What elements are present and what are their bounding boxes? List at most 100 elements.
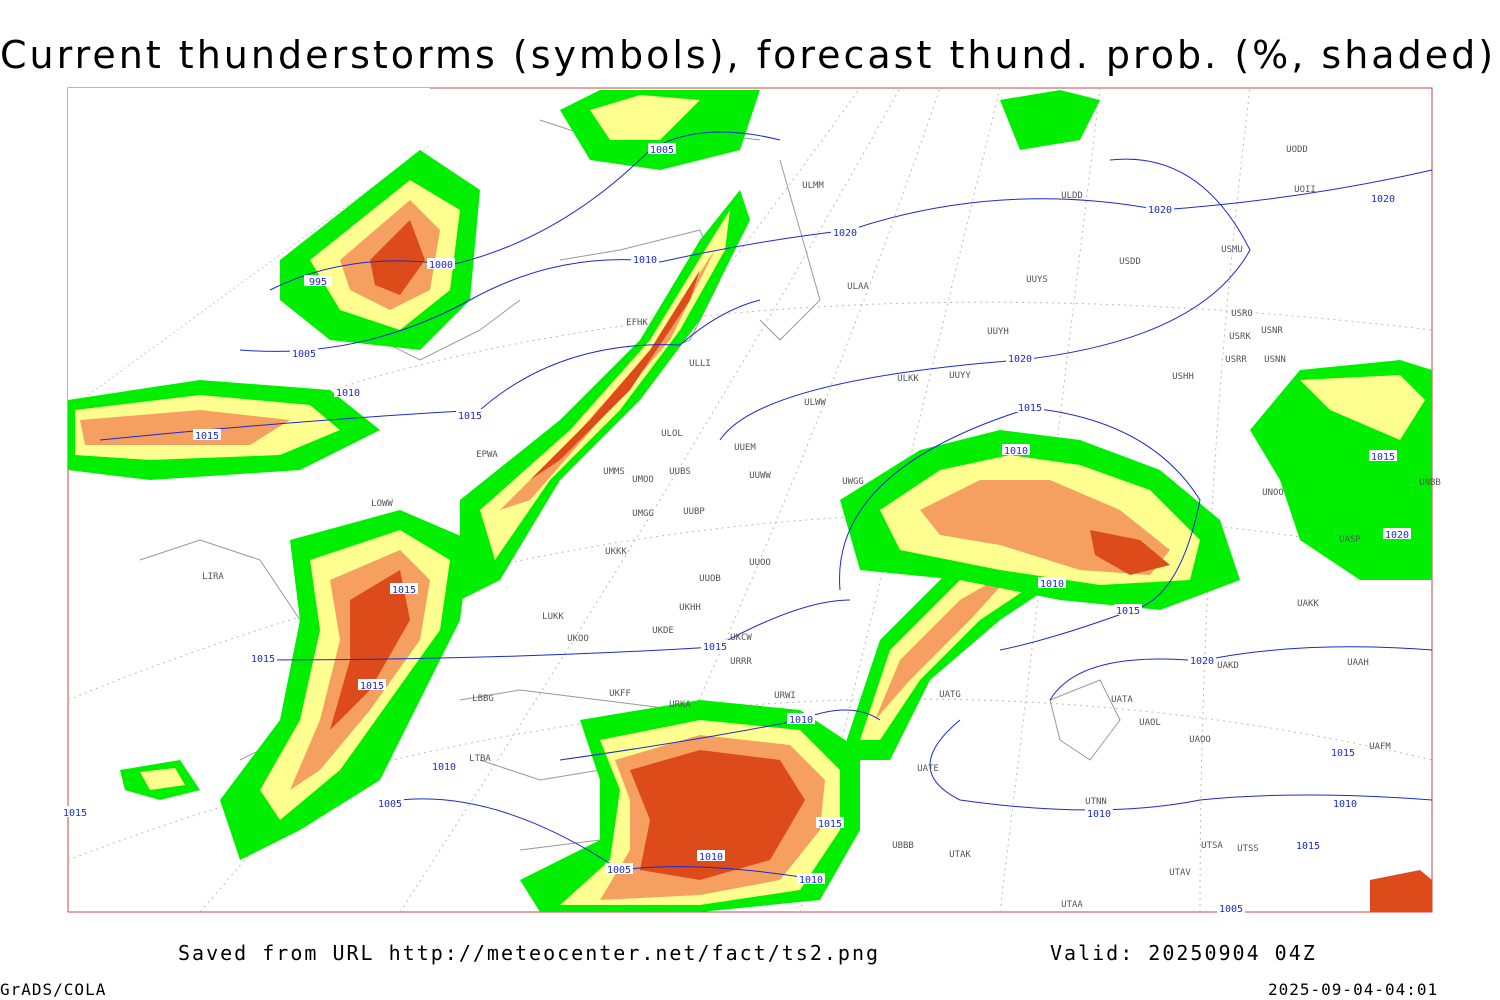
isobar-label: 1020 <box>833 228 857 239</box>
isobar-label: 1010 <box>789 715 813 726</box>
station-label: EPWA <box>476 450 498 460</box>
isobar-label: 1015 <box>818 819 842 830</box>
timestamp: 2025-09-04-04:01 <box>1268 980 1438 999</box>
isobar-label-bg <box>1188 654 1216 665</box>
station-label: ULOL <box>661 429 683 439</box>
isobar-label: 1020 <box>1371 194 1395 205</box>
software: GrADS/COLA <box>0 980 106 999</box>
isobar-label-bg <box>631 253 659 264</box>
isobar-label-bg <box>376 797 404 808</box>
isobar-label-bg <box>249 652 277 663</box>
isobar-label: 1015 <box>1296 841 1320 852</box>
station-label: UTNN <box>1085 797 1107 807</box>
station-label: URRR <box>730 657 752 667</box>
station-label: UMOO <box>632 475 654 485</box>
station-label: UTSS <box>1237 844 1259 854</box>
station-label: ULDD <box>1061 191 1083 201</box>
saved-url: Saved from URL http://meteocenter.net/fa… <box>178 941 880 965</box>
isobar-label-bg <box>1217 902 1245 913</box>
station-label: UNOO <box>1262 488 1284 498</box>
station-label: UUOB <box>699 574 721 584</box>
station-label: UUBS <box>669 467 691 477</box>
station-label: USRK <box>1229 332 1251 342</box>
station-label: UKFF <box>609 689 631 699</box>
station-label: ULLI <box>689 359 711 369</box>
station-label: UTAK <box>949 850 971 860</box>
valid-time: Valid: 20250904 04Z <box>1050 941 1317 965</box>
station-label: UOII <box>1294 185 1316 195</box>
isobar-label: 1015 <box>703 642 727 653</box>
isobar-label-bg <box>648 143 676 154</box>
isobar-label-bg <box>1369 192 1397 203</box>
station-label: UUOO <box>749 558 771 568</box>
station-label: LUKK <box>542 612 564 622</box>
station-label: UAKD <box>1217 661 1239 671</box>
isobar-label: 1015 <box>392 585 416 596</box>
title: Current thunderstorms (symbols), forecas… <box>0 33 1496 77</box>
station-label: USHH <box>1172 372 1194 382</box>
isobar-label: 1010 <box>1040 579 1064 590</box>
station-label: USRO <box>1231 309 1253 319</box>
isobar-label-bg <box>1369 450 1397 461</box>
isobar-label: 995 <box>309 277 327 288</box>
isobar-label: 1020 <box>1190 656 1214 667</box>
station-label: UKHH <box>679 603 701 613</box>
isobar-label-bg <box>1002 444 1030 455</box>
station-label: UKDE <box>652 626 674 636</box>
station-label: UAOL <box>1139 718 1161 728</box>
isobar-label-bg <box>1383 528 1411 539</box>
isobar-label: 1010 <box>799 875 823 886</box>
isobar-label: 1005 <box>650 145 674 156</box>
isobar-label-bg <box>1146 203 1174 214</box>
station-label: LTBA <box>469 754 491 764</box>
station-label: LOWW <box>371 499 393 509</box>
isobar-label: 1005 <box>292 349 316 360</box>
station-label: UTAV <box>1169 868 1191 878</box>
isobar-label-bg <box>61 806 89 817</box>
station-label: UATG <box>939 690 961 700</box>
isobar-label-bg <box>193 429 221 440</box>
station-label: UUWW <box>749 471 771 481</box>
isobar-label: 1020 <box>1008 354 1032 365</box>
station-label: UAFM <box>1369 742 1391 752</box>
station-label: USRR <box>1225 355 1247 365</box>
station-label: UAOO <box>1189 735 1211 745</box>
station-label: EFHK <box>626 318 648 328</box>
station-label: URWI <box>774 691 796 701</box>
isobar-label: 1015 <box>63 808 87 819</box>
isobar-label-bg <box>605 863 633 874</box>
isobar-label-bg <box>1085 807 1113 818</box>
station-label: ULAA <box>847 282 869 292</box>
isobar-label: 1000 <box>429 260 453 271</box>
station-label: UATA <box>1111 695 1133 705</box>
station-label: UUYY <box>949 371 971 381</box>
station-label: USNR <box>1261 326 1283 336</box>
station-label: USNN <box>1264 355 1286 365</box>
isobar-label-bg <box>701 640 729 651</box>
station-label: ULWW <box>804 398 826 408</box>
station-label: UUBP <box>683 507 705 517</box>
station-label: ULKK <box>897 374 919 384</box>
isobar-label-bg <box>456 409 484 420</box>
station-label: UODD <box>1286 145 1308 155</box>
isobar-label: 1010 <box>633 255 657 266</box>
isobar-label: 1015 <box>251 654 275 665</box>
station-label: UMMS <box>603 467 625 477</box>
station-label: LBBG <box>472 694 494 704</box>
station-label: UKOO <box>567 634 589 644</box>
station-label: UUYS <box>1026 275 1048 285</box>
station-label: UMGG <box>632 509 654 519</box>
isobar-label-bg <box>1294 839 1322 850</box>
isobar-label-bg <box>787 713 815 724</box>
station-label: UBBB <box>892 841 914 851</box>
isobar-label: 1015 <box>458 411 482 422</box>
isobar-label-bg <box>304 275 332 286</box>
isobar-label: 1015 <box>360 681 384 692</box>
isobar-label-bg <box>358 679 386 690</box>
isobar-label-bg <box>290 347 318 358</box>
station-label: USMU <box>1221 245 1243 255</box>
isobars <box>99 131 1433 881</box>
station-label: UUEM <box>734 443 756 453</box>
